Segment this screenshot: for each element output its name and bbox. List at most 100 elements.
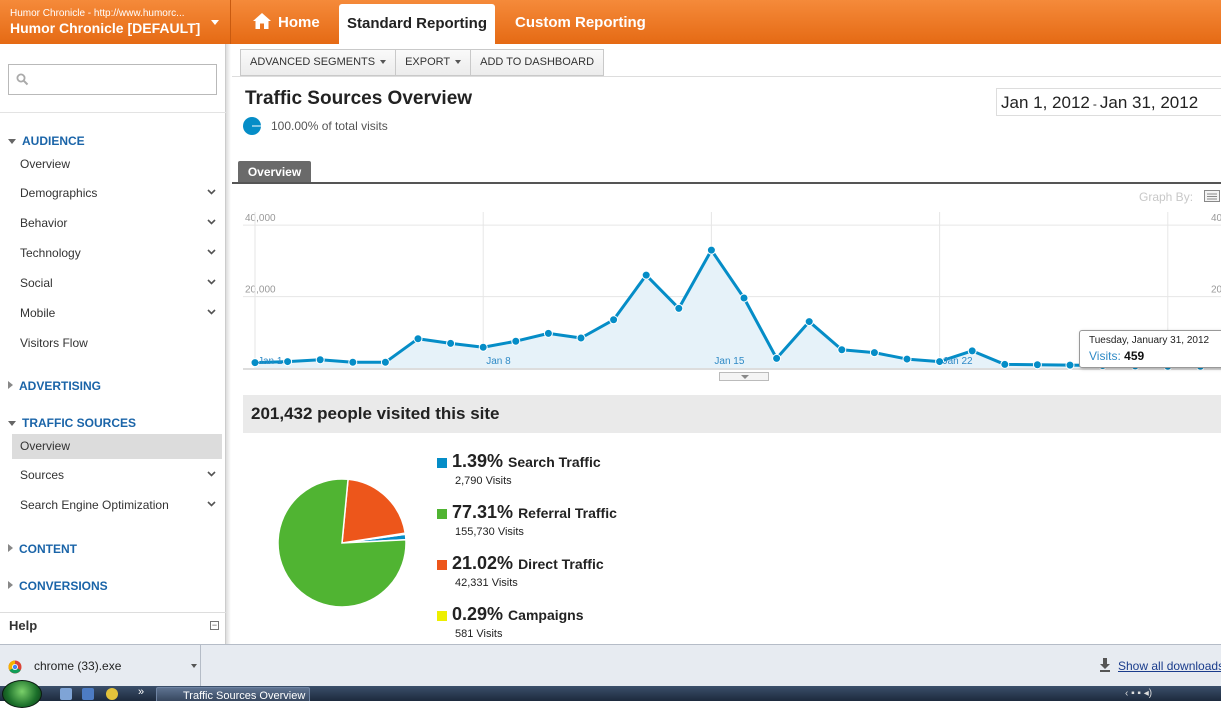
section-conversions[interactable]: CONVERSIONS: [8, 579, 108, 593]
traffic-pie-chart[interactable]: [276, 477, 408, 609]
chevron-down-icon: [207, 189, 216, 195]
search-box[interactable]: [8, 64, 217, 95]
caret-down-icon: [741, 375, 749, 379]
pie-slice-referral-traffic[interactable]: [277, 478, 407, 608]
tooltip-value: 459: [1124, 349, 1145, 363]
account-selector[interactable]: Humor Chronicle - http://www.humorc... H…: [0, 0, 231, 44]
date-range-picker[interactable]: Jan 1, 2012- Jan 31, 2012: [996, 88, 1221, 116]
tooltip-date: Tuesday, January 31, 2012: [1089, 335, 1210, 346]
legend-percent-value: 21.02%: [452, 553, 514, 573]
search-input[interactable]: [35, 69, 210, 90]
triangle-right-icon: [8, 544, 13, 552]
sidebar-item-sources[interactable]: Sources: [12, 463, 222, 488]
y-tick-label: 20,000: [245, 285, 276, 296]
legend-percent-value: 1.39%: [452, 451, 504, 471]
legend-swatch: [437, 509, 447, 519]
sidebar-item-behavior[interactable]: Behavior: [12, 211, 222, 236]
section-content[interactable]: CONTENT: [8, 542, 77, 556]
data-point: [674, 303, 684, 313]
section-traffic-sources-label: TRAFFIC SOURCES: [22, 416, 136, 430]
caret-down-icon[interactable]: [191, 664, 197, 668]
data-point: [804, 317, 814, 327]
explorer-icon[interactable]: [82, 688, 94, 700]
data-point: [706, 245, 716, 255]
section-audience-label: AUDIENCE: [22, 134, 85, 148]
tab-overview[interactable]: Overview: [238, 161, 311, 183]
show-desktop-icon[interactable]: [60, 688, 72, 700]
legend-percent: 1.39% Search Traffic: [452, 451, 601, 472]
sidebar-item-label: Technology: [20, 246, 81, 260]
windows-start-icon[interactable]: [2, 680, 42, 708]
show-all-downloads-link[interactable]: Show all downloads...: [1118, 659, 1221, 673]
tab-home[interactable]: Home: [252, 0, 320, 44]
tab-standard-reporting[interactable]: Standard Reporting: [339, 4, 495, 44]
report-toolbar: ADVANCED SEGMENTS EXPORT ADD TO DASHBOAR…: [240, 49, 605, 76]
chrome-taskbar-icon[interactable]: [106, 688, 118, 700]
visitors-summary: 201,432 people visited this site: [243, 395, 1221, 433]
sidebar-item-technology[interactable]: Technology: [12, 241, 222, 266]
sidebar-item-label: Overview: [20, 157, 71, 171]
data-point: [250, 358, 260, 368]
section-audience[interactable]: AUDIENCE: [8, 134, 85, 148]
triangle-down-icon: [8, 139, 16, 144]
account-name: Humor Chronicle [DEFAULT]: [10, 20, 201, 36]
advanced-segments-label: ADVANCED SEGMENTS: [250, 56, 376, 68]
advanced-segments-button[interactable]: ADVANCED SEGMENTS: [241, 50, 397, 75]
chrome-icon: [8, 660, 22, 674]
pie-segment-icon: [243, 117, 261, 135]
chevron-down-icon: [207, 501, 216, 507]
tab-home-label: Home: [278, 14, 320, 31]
sidebar-item-seo[interactable]: Search Engine Optimization: [12, 493, 222, 518]
x-tick-label: Jan 1: [258, 356, 283, 367]
date-end: Jan 31, 2012: [1099, 93, 1199, 112]
data-point: [511, 336, 521, 346]
help-panel: [0, 612, 226, 644]
triangle-right-icon: [8, 381, 13, 389]
sidebar-shadow: [226, 44, 231, 644]
windows-taskbar: » Traffic Sources Overview ‹ ▪ ▪ ◂): [0, 680, 1221, 708]
tab-custom-reporting[interactable]: Custom Reporting: [515, 14, 646, 31]
sidebar-item-demographics[interactable]: Demographics: [12, 181, 222, 206]
data-point: [837, 345, 847, 355]
sidebar-item-label: Behavior: [20, 216, 68, 230]
x-tick-label: Jan 22: [943, 356, 973, 367]
home-icon: [253, 13, 271, 29]
system-tray-icon[interactable]: ‹ ▪ ▪ ◂): [1125, 688, 1153, 699]
sidebar-item-social[interactable]: Social: [12, 271, 222, 296]
section-advertising[interactable]: ADVERTISING: [8, 379, 101, 393]
data-point: [315, 355, 325, 365]
section-traffic-sources[interactable]: TRAFFIC SOURCES: [8, 416, 136, 430]
sidebar-item-audience-overview[interactable]: Overview: [12, 152, 222, 177]
chevron-down-icon: [207, 249, 216, 255]
add-to-dashboard-button[interactable]: ADD TO DASHBOARD: [480, 56, 595, 68]
data-point: [739, 293, 749, 303]
minimize-icon[interactable]: −: [210, 620, 219, 630]
overflow-chevron-icon[interactable]: »: [138, 686, 145, 698]
legend-visits: 2,790 Visits: [455, 475, 512, 487]
data-point: [348, 357, 358, 367]
chevron-down-icon: [207, 309, 216, 315]
page-title: Traffic Sources Overview: [245, 88, 473, 109]
pie-slice-direct-traffic[interactable]: [341, 478, 407, 544]
taskbar-window-button[interactable]: Traffic Sources Overview: [156, 687, 310, 701]
legend-swatch: [437, 560, 447, 570]
sidebar-item-visitors-flow[interactable]: Visitors Flow: [12, 331, 222, 356]
data-point: [1000, 359, 1010, 369]
export-button[interactable]: EXPORT: [396, 50, 472, 75]
section-content-label: CONTENT: [19, 542, 77, 556]
section-advertising-label: ADVERTISING: [19, 379, 102, 393]
visits-line-chart[interactable]: 20,000 20 40,000 40 Jan 1 Jan 8 Jan 15 Jan 22: [243, 208, 1221, 374]
sidebar-item-traffic-overview[interactable]: Overview: [12, 434, 222, 459]
search-icon: [16, 73, 29, 86]
sidebar-item-mobile[interactable]: Mobile: [12, 301, 222, 326]
divider: [232, 76, 1221, 77]
data-point: [609, 315, 619, 325]
caret-down-icon: [211, 20, 219, 25]
graph-by-icon[interactable]: [1204, 190, 1220, 202]
legend-label: Direct Traffic: [518, 556, 604, 572]
graph-by-label: Graph By:: [1139, 190, 1194, 204]
export-label: EXPORT: [405, 56, 451, 68]
download-item[interactable]: chrome (33).exe: [0, 645, 201, 687]
chart-scroll-handle[interactable]: [719, 372, 769, 381]
y-right-tick-label: 40: [1211, 213, 1221, 224]
